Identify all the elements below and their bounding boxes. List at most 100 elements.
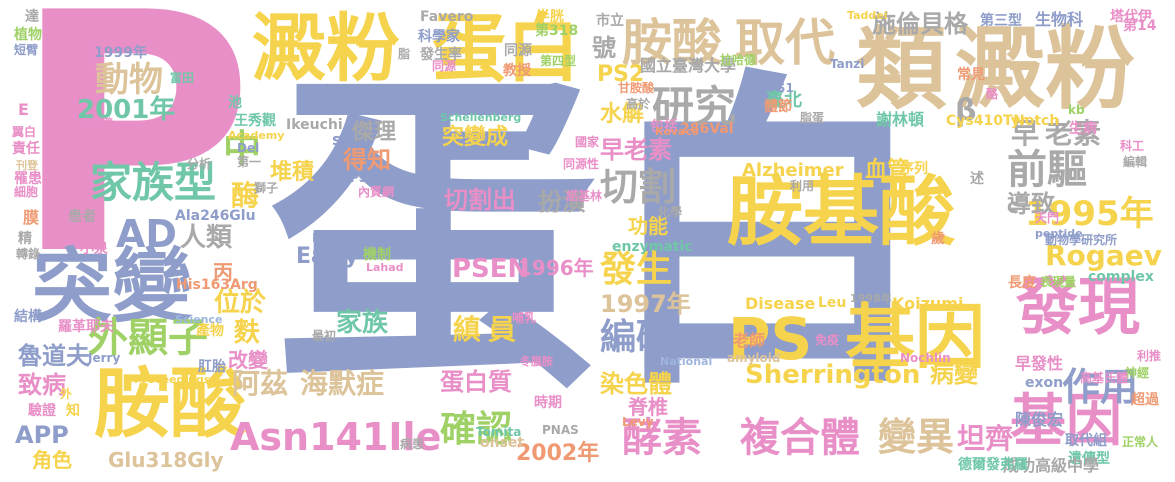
word-128: PSEN1: [350, 171, 395, 185]
word-187: 罹患: [14, 171, 42, 187]
word-34: 變異: [878, 415, 955, 459]
word-153: Nochlin: [900, 351, 951, 365]
word-50: PS2: [597, 62, 645, 87]
word-171: kb: [1068, 103, 1085, 117]
word-18: 動物: [95, 60, 163, 100]
word-127: Schellenberg: [440, 111, 522, 124]
word-189: 膜: [23, 208, 40, 227]
word-25: β: [955, 93, 977, 128]
word-172: 生病: [1069, 121, 1097, 137]
word-166: peptide: [1035, 227, 1083, 240]
word-62: 2002年: [516, 441, 600, 466]
word-96: 生物科: [1035, 10, 1084, 29]
word-133: Lahad: [366, 261, 404, 274]
word-183: E: [18, 100, 29, 119]
word-82: Koizumi: [892, 294, 964, 313]
word-30: Asn141Ile: [230, 415, 442, 459]
word-7: 類: [856, 17, 946, 122]
word-199: s: [332, 130, 342, 149]
word-101: 常見: [957, 67, 985, 83]
word-85: exon: [1025, 375, 1064, 391]
word-131: Rudolph: [312, 231, 368, 245]
word-197: 小泉: [80, 241, 108, 257]
word-105: 286Val: [680, 121, 734, 137]
word-3: 澱粉: [252, 6, 400, 92]
word-72: 功能: [628, 214, 668, 238]
word-36: 外顯子: [88, 315, 208, 361]
word-182: 短臂: [14, 43, 39, 57]
word-108: 拉哈德: [720, 53, 757, 67]
word-102: Tanzi: [830, 57, 865, 71]
word-200: 獅子: [254, 181, 279, 195]
word-11: PS: [728, 305, 813, 373]
word-179: 正常人: [1122, 435, 1159, 449]
word-139: Jerry: [88, 351, 121, 365]
word-16: 基因: [1010, 389, 1122, 454]
word-26: 1995年: [1025, 194, 1154, 234]
word-14: 胺酸: [94, 359, 246, 448]
word-27: Rogaev: [1045, 239, 1162, 272]
word-2: 白: [602, 45, 932, 429]
word-12: 基因: [845, 296, 985, 378]
word-22: 前驅: [1007, 147, 1087, 193]
word-64: 染色體: [600, 370, 672, 398]
word-45: 突變成: [442, 125, 509, 150]
word-113: 第四型: [540, 54, 577, 68]
word-142: 哺乳: [512, 311, 537, 325]
word-163: 歲: [931, 231, 945, 247]
word-13: 突變: [32, 240, 192, 333]
word-0: P: [12, 0, 254, 327]
word-181: 植物: [14, 27, 42, 43]
word-63: 蛋白質: [440, 368, 512, 396]
word-61: Glu318Gly: [108, 448, 224, 472]
word-185: 責任: [12, 141, 40, 157]
word-92: 臺北: [766, 90, 802, 111]
word-24: 老素: [1045, 117, 1102, 150]
word-155: enzymatic: [612, 239, 693, 255]
word-53: 1997年: [600, 290, 691, 318]
word-35: 坦齊: [957, 422, 1014, 455]
word-178: 高基氏體: [1080, 371, 1129, 385]
word-144: 時期: [534, 395, 562, 411]
word-186: 刊登: [16, 159, 38, 172]
word-100: Taddei: [847, 9, 888, 22]
word-40: 編碼: [600, 317, 673, 358]
word-206: 酪: [986, 87, 999, 101]
word-180: 達: [25, 9, 39, 25]
word-170: 表現量: [1040, 275, 1077, 289]
word-1: 蛋: [268, 45, 598, 429]
word-60: 角色: [32, 448, 72, 472]
word-120: 1999年: [94, 45, 147, 61]
word-124: Academy: [228, 129, 285, 142]
word-195: 外: [60, 387, 73, 401]
word-98: 第三型: [980, 13, 1022, 29]
word-80: Disease: [745, 294, 816, 313]
word-56: 位於: [214, 288, 267, 318]
word-54: Early: [296, 244, 359, 269]
word-129: 內質網: [358, 185, 395, 199]
word-68: 酶: [231, 179, 260, 212]
word-89: 德爾發弗羅: [958, 457, 1028, 473]
word-160: 利用: [790, 179, 815, 193]
word-58: 致病: [18, 371, 66, 399]
word-15: 發現: [1016, 270, 1141, 343]
word-65: 脊椎: [628, 395, 668, 419]
word-107: Kovacs: [655, 125, 699, 138]
word-122: Ikeuchi: [286, 117, 343, 133]
word-203: 脂: [398, 47, 411, 61]
word-17: 家族型: [90, 158, 217, 207]
word-32: 酵素: [622, 415, 702, 461]
word-118: 科學家: [418, 29, 460, 45]
word-135: Science: [175, 313, 223, 326]
word-165: C: [1007, 198, 1019, 217]
word-140: 羅革耶夫: [58, 319, 114, 335]
word-174: 編輯: [1123, 155, 1148, 169]
word-103: PS1: [768, 81, 794, 95]
word-78: 導致: [1007, 190, 1055, 218]
word-21: 切割: [600, 165, 677, 209]
word-132: 機制: [363, 247, 391, 263]
word-97: 塔代伊: [1110, 9, 1152, 25]
word-39: 病變: [930, 360, 978, 388]
word-73: 號: [592, 34, 616, 62]
